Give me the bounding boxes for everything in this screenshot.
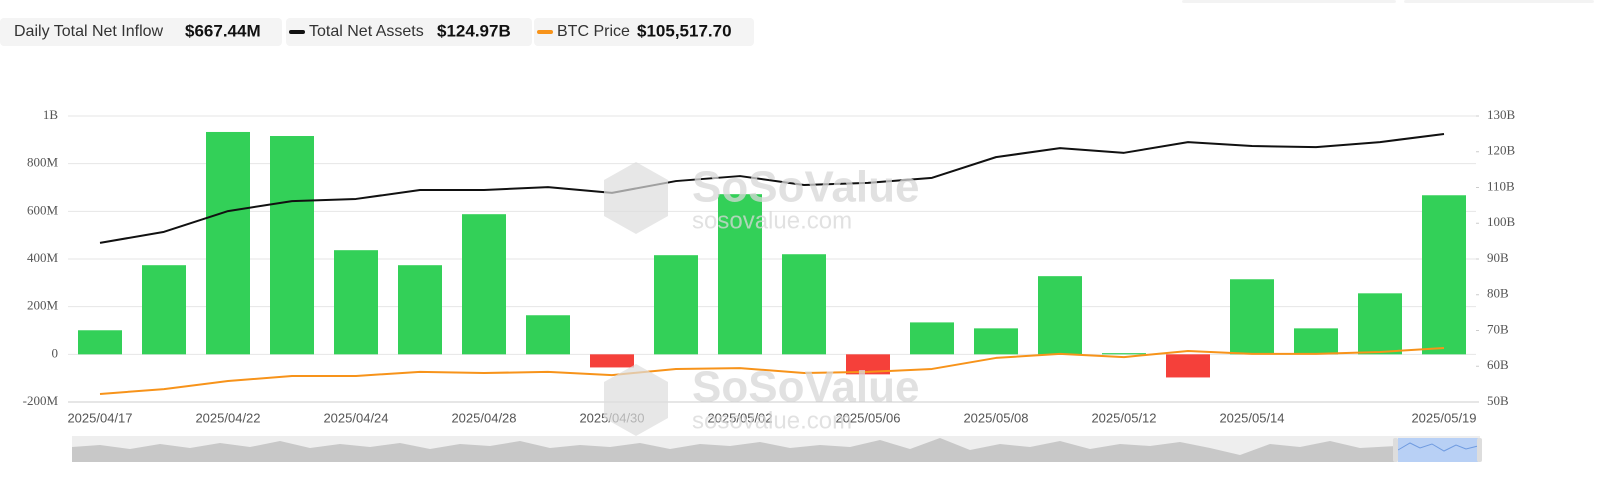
bar xyxy=(1230,279,1274,355)
plot: -200M 0 200M 400M 600M 800M 1B 50B 60B 70B 80B 90B 1… xyxy=(23,107,1516,425)
y-tick-label: 200M xyxy=(27,298,59,313)
legend-label: Daily Total Net Inflow xyxy=(14,23,164,40)
y2-tick-label: 120B xyxy=(1487,143,1516,158)
bar xyxy=(78,330,122,355)
bar xyxy=(974,328,1018,355)
watermark-logo xyxy=(604,364,668,436)
y-tick-label: -200M xyxy=(23,393,59,408)
legend-pill[interactable] xyxy=(286,18,532,46)
bar xyxy=(590,354,634,368)
navigator-line xyxy=(1397,442,1479,452)
x-tick-label: 2025/05/14 xyxy=(1219,410,1284,425)
x-tick-label: 2025/05/02 xyxy=(707,410,772,425)
bar xyxy=(654,255,698,355)
y2-tick-label: 90B xyxy=(1487,250,1509,265)
bar xyxy=(782,254,826,355)
legend-pill[interactable] xyxy=(0,18,282,46)
bar xyxy=(206,131,250,355)
watermark-text: SoSoValue xyxy=(692,163,919,212)
bar xyxy=(718,194,762,355)
watermark: SoSoValue sosovalue.com SoSoValue sosova… xyxy=(604,162,919,436)
x-tick-label: 2025/05/06 xyxy=(835,410,900,425)
navigator-handle[interactable] xyxy=(1393,438,1398,462)
y-tick-label: 400M xyxy=(27,250,59,265)
navigator-window[interactable] xyxy=(1398,438,1478,462)
navigator xyxy=(72,436,1482,462)
watermark-url: sosovalue.com xyxy=(692,207,852,234)
x-tick-label: 2025/04/28 xyxy=(451,410,516,425)
bar xyxy=(910,322,954,355)
legend-pill[interactable] xyxy=(534,18,754,46)
x-tick-label: 2025/05/19 xyxy=(1411,410,1476,425)
bar xyxy=(462,214,506,355)
watermark-text: SoSoValue xyxy=(692,363,919,412)
y2-tick-label: 100B xyxy=(1487,214,1516,229)
bar xyxy=(398,265,442,355)
legend-value: $105,517.70 xyxy=(637,21,732,40)
y-tick-label: 1B xyxy=(43,107,59,122)
navigator-handle[interactable] xyxy=(1477,438,1482,462)
control[interactable] xyxy=(1182,0,1396,3)
bar xyxy=(1422,195,1466,355)
navigator-area xyxy=(72,438,1396,462)
y-tick-label: 600M xyxy=(27,202,59,217)
bar xyxy=(334,250,378,355)
x-tick-label: 2025/04/22 xyxy=(195,410,260,425)
y2-tick-label: 50B xyxy=(1487,393,1509,408)
y2-tick-label: 80B xyxy=(1487,286,1509,301)
x-tick-label: 2025/05/12 xyxy=(1091,410,1156,425)
bar xyxy=(526,315,570,355)
bar xyxy=(1102,353,1146,355)
y2-tick-label: 70B xyxy=(1487,321,1509,336)
watermark-url: sosovalue.com xyxy=(692,407,852,434)
x-tick-label: 2025/04/17 xyxy=(67,410,132,425)
bar xyxy=(270,136,314,355)
line xyxy=(99,346,1445,395)
y-tick-label: 800M xyxy=(27,155,59,170)
y2-tick-label: 130B xyxy=(1487,107,1516,122)
line xyxy=(99,132,1445,244)
legend-label: Total Net Assets xyxy=(309,23,424,40)
y-tick-label: 0 xyxy=(52,345,59,360)
x-tick-label: 2025/04/24 xyxy=(323,410,388,425)
bar xyxy=(846,354,890,375)
control[interactable] xyxy=(1404,0,1594,3)
y2-tick-label: 110B xyxy=(1487,178,1515,193)
watermark-logo xyxy=(604,162,668,234)
bar xyxy=(1294,328,1338,355)
header: Daily Total Net Inflow $667.44M Total Ne… xyxy=(0,18,754,46)
legend-value: $667.44M xyxy=(185,21,261,40)
y2-tick-label: 60B xyxy=(1487,357,1509,372)
bar xyxy=(142,265,186,355)
legend-label: BTC Price xyxy=(557,23,630,40)
legend-value: $124.97B xyxy=(437,21,511,40)
bar xyxy=(1038,276,1082,355)
bar xyxy=(1358,293,1402,355)
x-tick-label: 2025/05/08 xyxy=(963,410,1028,425)
bar xyxy=(1166,354,1210,378)
